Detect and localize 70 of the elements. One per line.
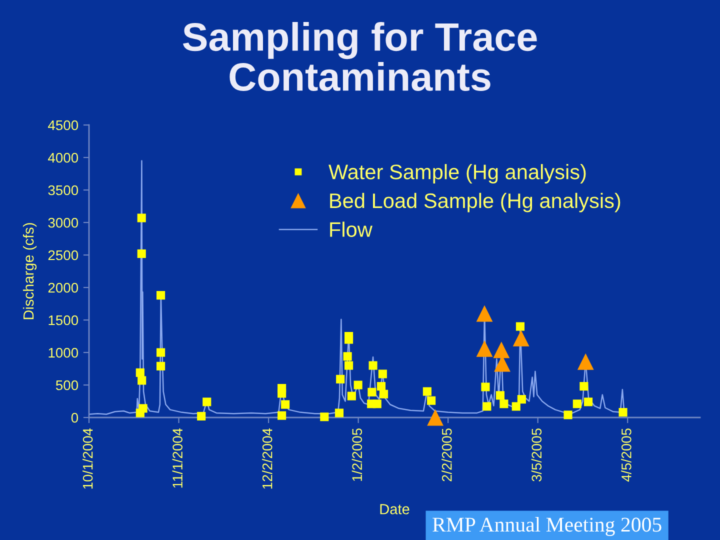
y-tick-label: 1500 bbox=[48, 315, 78, 326]
point bbox=[577, 353, 594, 370]
y-tick-label: 4500 bbox=[48, 120, 78, 130]
text: RMP Annual Meeting 2005 bbox=[432, 517, 662, 536]
point bbox=[138, 404, 148, 413]
point bbox=[584, 398, 593, 406]
point bbox=[512, 330, 530, 346]
chart-title: Sampling for Trace Contaminants bbox=[182, 22, 537, 92]
point bbox=[347, 392, 356, 400]
point bbox=[496, 391, 504, 400]
point bbox=[156, 362, 166, 370]
point bbox=[137, 249, 146, 258]
point bbox=[344, 361, 354, 370]
point bbox=[517, 395, 526, 404]
point bbox=[512, 402, 520, 411]
x-tick-label: 11/1/2004 bbox=[172, 428, 182, 488]
point bbox=[278, 389, 286, 398]
x-tick-label: 4/5/2005 bbox=[621, 428, 632, 482]
point bbox=[482, 402, 492, 411]
point bbox=[376, 382, 386, 391]
point bbox=[476, 305, 493, 322]
point bbox=[572, 400, 582, 408]
point bbox=[379, 390, 388, 398]
point bbox=[500, 400, 508, 408]
point bbox=[343, 352, 352, 361]
point bbox=[354, 380, 362, 390]
x-tick-label: 2/2/2005 bbox=[442, 428, 452, 482]
y-tick-label: 3500 bbox=[48, 185, 78, 196]
x-tick-label: 12/2/2004 bbox=[262, 428, 272, 489]
point bbox=[368, 388, 376, 396]
legend-label: Flow bbox=[330, 222, 372, 237]
point bbox=[202, 398, 212, 406]
point bbox=[197, 412, 206, 420]
point bbox=[137, 214, 146, 222]
point bbox=[156, 348, 166, 357]
x-tick-label: 10/1/2004 bbox=[82, 428, 93, 489]
point bbox=[320, 412, 329, 422]
point bbox=[278, 411, 286, 420]
point bbox=[378, 370, 387, 378]
point bbox=[476, 340, 493, 357]
x-tick-label: 3/5/2005 bbox=[531, 428, 542, 482]
point bbox=[427, 409, 444, 426]
point bbox=[334, 408, 344, 418]
point bbox=[516, 322, 525, 331]
point bbox=[427, 396, 436, 405]
point bbox=[481, 382, 490, 392]
point bbox=[618, 408, 628, 417]
point bbox=[580, 382, 588, 391]
point bbox=[336, 374, 345, 384]
legend-label: Bed Load Sample (Hg analysis) bbox=[330, 192, 620, 212]
y-tick-label: 1000 bbox=[48, 348, 78, 358]
point bbox=[422, 387, 432, 396]
y-axis-title: Discharge (cfs) bbox=[22, 223, 37, 320]
point bbox=[368, 361, 378, 370]
point bbox=[281, 400, 290, 409]
y-tick-label: 2000 bbox=[48, 282, 78, 293]
y-tick-label: 2500 bbox=[48, 250, 78, 260]
y-tick-label: 500 bbox=[56, 380, 78, 390]
point bbox=[156, 291, 166, 300]
x-tick-label: 1/2/2005 bbox=[352, 428, 362, 481]
point bbox=[564, 410, 572, 420]
y-tick-label: 4000 bbox=[48, 152, 78, 163]
point bbox=[344, 335, 354, 344]
y-tick-label: 3000 bbox=[48, 218, 78, 228]
point bbox=[493, 342, 510, 358]
legend-label: Water Sample (Hg analysis) bbox=[328, 164, 586, 184]
point bbox=[372, 400, 382, 408]
y-tick-label: 0 bbox=[71, 412, 78, 423]
point bbox=[138, 376, 146, 385]
x-axis-title: Date bbox=[380, 504, 410, 514]
